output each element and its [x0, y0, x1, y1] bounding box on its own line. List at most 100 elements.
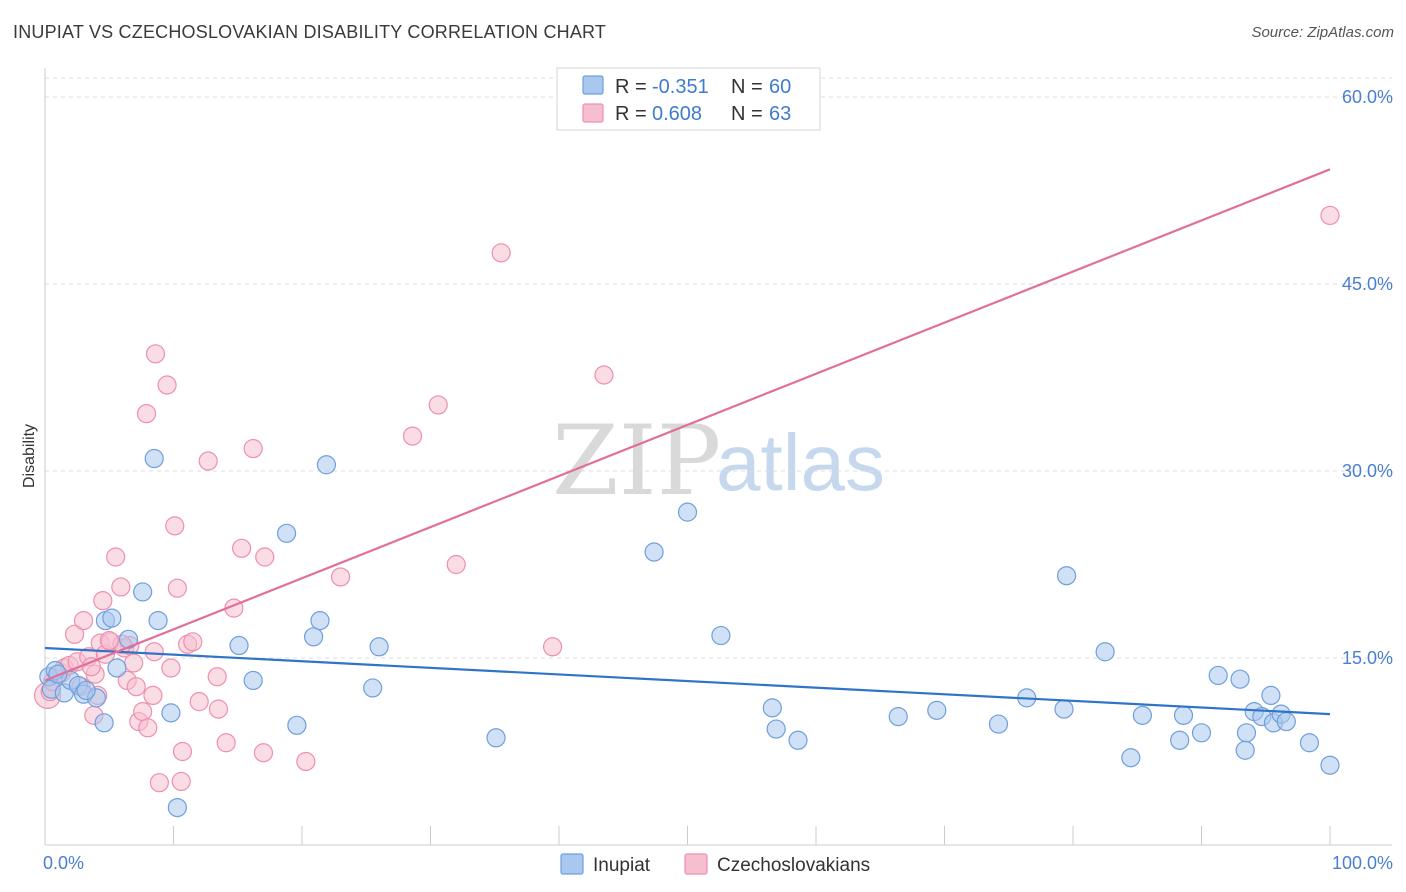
y-axis-label: Disability	[21, 424, 38, 488]
czech-point-38	[172, 741, 193, 762]
czech-point-37	[171, 771, 191, 792]
czech-point-54	[428, 395, 448, 415]
inupiat-point-26	[369, 637, 389, 657]
bottom-swatch-czech	[684, 853, 708, 875]
czech-point-42	[198, 451, 218, 471]
bottom-legend-czech: Czechoslovakians	[717, 855, 870, 876]
czech-point-15	[93, 591, 113, 611]
czech-point-33	[157, 375, 177, 395]
legend-swatch-czech	[582, 103, 604, 123]
inupiat-point-52	[1261, 685, 1281, 706]
gridlines	[45, 77, 1392, 659]
czech-point-45	[216, 733, 236, 753]
inupiat-point-29	[677, 502, 698, 522]
czech-point-32	[149, 773, 169, 793]
inupiat-point-44	[1173, 705, 1194, 725]
inupiat-point-43	[1170, 730, 1190, 750]
czech-point-34	[161, 658, 181, 678]
czech-point-9	[73, 610, 94, 631]
inupiat-point-34	[888, 706, 908, 727]
inupiat-point-41	[1121, 748, 1141, 768]
inupiat-point-48	[1235, 740, 1255, 760]
czech-point-28	[138, 718, 158, 738]
inupiat-point-35	[927, 700, 947, 720]
czech-point-48	[243, 438, 263, 459]
legend-n-label-2: N =	[731, 103, 763, 125]
czech-point-36	[167, 578, 187, 598]
inupiat-point-21	[287, 715, 307, 735]
czech-point-24	[126, 677, 146, 697]
czech-point-50	[255, 547, 275, 567]
czech-point-59	[1320, 205, 1340, 226]
inupiat-point-32	[766, 719, 786, 739]
czech-point-51	[296, 751, 316, 772]
czech-point-56	[491, 243, 511, 263]
trend-lines	[44, 168, 1331, 716]
inupiat-point-36	[988, 714, 1009, 734]
czech-point-27	[136, 404, 157, 424]
inupiat-point-13	[133, 582, 153, 602]
inupiat-point-47	[1230, 669, 1250, 689]
czech-point-62	[99, 630, 119, 651]
inupiat-point-55	[1276, 711, 1296, 732]
czech-point-35	[165, 516, 185, 536]
inupiat-point-30	[711, 625, 731, 646]
inupiat-point-31	[762, 698, 782, 718]
inupiat-point-58	[76, 680, 96, 701]
y-tick-label-60: 60.0%	[1342, 87, 1393, 107]
inupiat-point-45	[1191, 723, 1212, 743]
legend-n-value-2: 63	[769, 103, 791, 125]
source-label: Source: ZipAtlas.com	[1251, 24, 1394, 41]
y-tick-label-30: 30.0%	[1342, 461, 1393, 481]
watermark-atlas: atlas	[716, 418, 885, 507]
inupiat-point-24	[316, 455, 337, 475]
czech-point-31	[145, 344, 166, 364]
inupiat-point-28	[644, 542, 664, 562]
inupiat-point-23	[310, 610, 330, 631]
inupiat-point-15	[148, 610, 168, 631]
inupiat-point-10	[102, 608, 122, 628]
czech-point-57	[542, 637, 563, 657]
czech-point-40	[183, 632, 203, 652]
legend-r-value-2: 0.608	[652, 103, 702, 125]
czech-point-47	[232, 538, 252, 558]
czech-point-26	[133, 702, 153, 722]
inupiat-point-20	[276, 523, 297, 543]
inupiat-point-17	[167, 797, 187, 818]
inupiat-point-19	[243, 670, 263, 691]
inupiat-point-46	[1208, 665, 1228, 686]
czech-point-55	[446, 554, 466, 575]
inupiat-point-22	[303, 627, 324, 647]
czech-point-49	[253, 743, 274, 763]
inupiat-point-56	[1299, 733, 1320, 753]
inupiat-point-39	[1056, 566, 1077, 586]
bottom-legend-inupiat: Inupiat	[593, 855, 651, 876]
inupiat-point-49	[1236, 723, 1257, 743]
czech-point-30	[144, 642, 164, 662]
inupiat-point-33	[788, 730, 808, 750]
tick-labels: 15.0% 30.0% 45.0% 60.0% 0.0% 100.0%	[43, 87, 1393, 873]
inupiat-point-42	[1132, 705, 1152, 725]
czech-point-19	[111, 577, 131, 597]
inupiat-point-14	[144, 448, 164, 469]
x-tick-label-100: 100.0%	[1332, 853, 1393, 873]
legend-top: R = -0.351 N = 60 R = 0.608 N = 63	[556, 67, 821, 131]
legend-r-label-2: R =	[615, 103, 647, 125]
inupiat-point-8	[94, 713, 114, 733]
inupiat-point-38	[1054, 699, 1074, 719]
inupiat-trend-line	[44, 646, 1331, 716]
czech-point-53	[402, 426, 423, 446]
data-points	[33, 205, 1340, 818]
y-tick-label-45: 45.0%	[1342, 274, 1393, 294]
czech-point-18	[106, 547, 126, 567]
legend-r-label-1: R =	[615, 76, 647, 98]
y-tick-label-15: 15.0%	[1342, 648, 1393, 668]
inupiat-point-16	[161, 703, 181, 723]
legend-n-value-1: 60	[769, 76, 791, 98]
legend-r-value-1: -0.351	[652, 76, 709, 98]
legend-n-label-1: N =	[731, 76, 763, 98]
inupiat-point-57	[1320, 755, 1340, 775]
inupiat-point-11	[107, 658, 127, 678]
czech-point-43	[207, 667, 227, 687]
